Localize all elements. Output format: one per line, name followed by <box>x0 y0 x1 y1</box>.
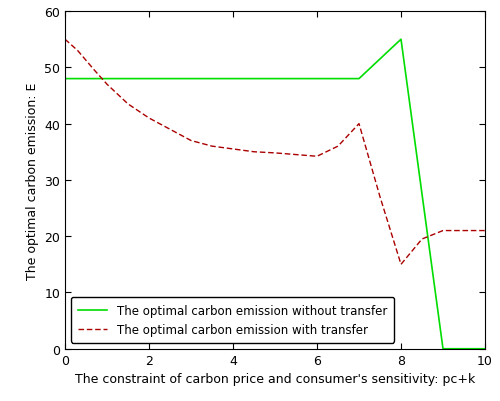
Legend: The optimal carbon emission without transfer, The optimal carbon emission with t: The optimal carbon emission without tran… <box>71 297 394 343</box>
Y-axis label: The optimal carbon emission: E: The optimal carbon emission: E <box>26 82 38 279</box>
X-axis label: The constraint of carbon price and consumer's sensitivity: pc+k: The constraint of carbon price and consu… <box>75 372 475 385</box>
